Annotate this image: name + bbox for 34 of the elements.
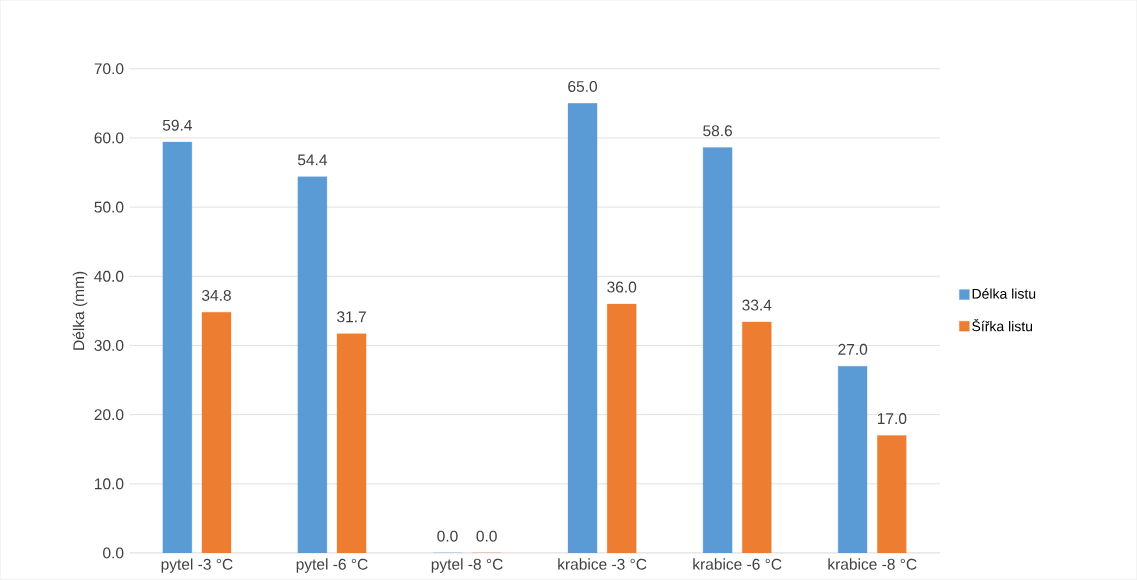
y-tick-label: 0.0: [103, 547, 124, 559]
bar: [838, 366, 868, 554]
x-tick-label: pytel -6 °C: [296, 558, 368, 573]
bar: [567, 103, 598, 554]
y-axis-title: Délka (mm): [72, 271, 88, 350]
x-tick-label: krabice -3 °C: [558, 558, 647, 570]
bar: [297, 176, 328, 554]
data-label: 54.4: [297, 154, 328, 166]
data-label: 59.4: [162, 119, 192, 131]
data-label: 31.7: [337, 311, 366, 323]
y-tick-label: 30.0: [94, 340, 124, 352]
x-tick-label: krabice -8 °C: [828, 558, 917, 570]
legend-label: Délka listu: [972, 288, 1036, 299]
data-label: 65.0: [568, 81, 598, 93]
y-tick-label: 10.0: [95, 478, 124, 490]
data-label: 17.0: [877, 413, 907, 425]
legend-label: Šířka listu: [972, 319, 1033, 332]
y-tick-label: 70.0: [94, 63, 124, 75]
bar: [162, 142, 192, 554]
data-label: 0.0: [476, 530, 497, 542]
bar: [702, 147, 733, 554]
x-tick-label: pytel -3 °C: [161, 558, 233, 573]
x-tick-label: pytel -8 °C: [431, 558, 503, 573]
x-tick-label: krabice -6 °C: [693, 558, 782, 570]
data-label: 34.8: [202, 290, 231, 302]
y-tick-label: 60.0: [94, 132, 124, 144]
data-label: 58.6: [703, 125, 733, 137]
y-tick-label: 40.0: [94, 270, 124, 282]
y-tick-label: 20.0: [94, 409, 124, 421]
data-label: 0.0: [437, 530, 458, 542]
data-label: 33.4: [742, 299, 772, 311]
y-tick-label: 50.0: [94, 201, 124, 213]
data-label: 27.0: [838, 344, 868, 356]
data-label: 36.0: [607, 281, 637, 293]
